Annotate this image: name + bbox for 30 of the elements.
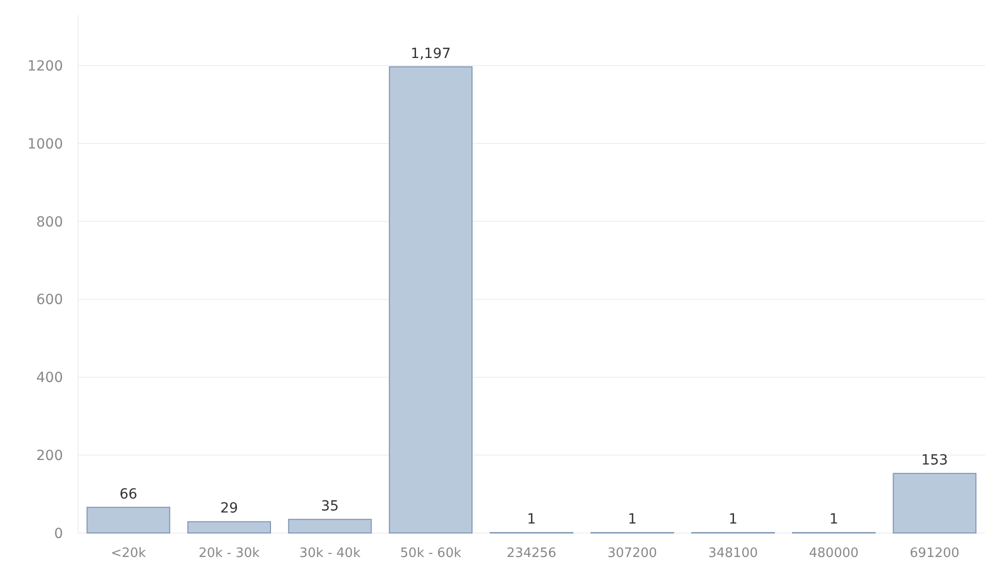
bar: [86, 506, 170, 534]
y-tick-label: 1200: [27, 58, 63, 75]
bar: [187, 521, 271, 534]
data-label: 1: [527, 512, 536, 528]
data-label: 66: [119, 486, 138, 502]
data-label: 1: [829, 512, 838, 528]
y-tick-label: 800: [36, 214, 63, 230]
y-tick-label: 200: [36, 448, 63, 464]
data-label: 35: [321, 498, 339, 514]
data-label: 29: [220, 500, 238, 517]
y-tick-label: 600: [36, 292, 63, 308]
x-tick-label: 307200: [607, 546, 658, 561]
data-label: 153: [921, 452, 948, 468]
bar: [388, 66, 473, 534]
data-label: 1,197: [410, 46, 451, 62]
x-tick-label: 691200: [910, 546, 960, 561]
bar: [892, 472, 976, 534]
x-tick-label: 348100: [708, 546, 758, 561]
y-tick-label: 0: [54, 526, 63, 542]
data-label: 1: [628, 512, 637, 528]
x-tick-label: 234256: [506, 546, 556, 561]
x-tick-label: 50k - 60k: [400, 546, 462, 561]
x-tick-label: 30k - 40k: [299, 546, 361, 561]
y-tick-label: 1000: [27, 136, 63, 152]
y-tick-label: 400: [36, 370, 63, 386]
data-label: 1: [728, 512, 738, 528]
x-tick-label: 480000: [809, 546, 859, 561]
x-tick-label: 20k - 30k: [198, 546, 260, 561]
bar: [288, 518, 372, 534]
x-tick-label: <20k: [110, 546, 146, 561]
